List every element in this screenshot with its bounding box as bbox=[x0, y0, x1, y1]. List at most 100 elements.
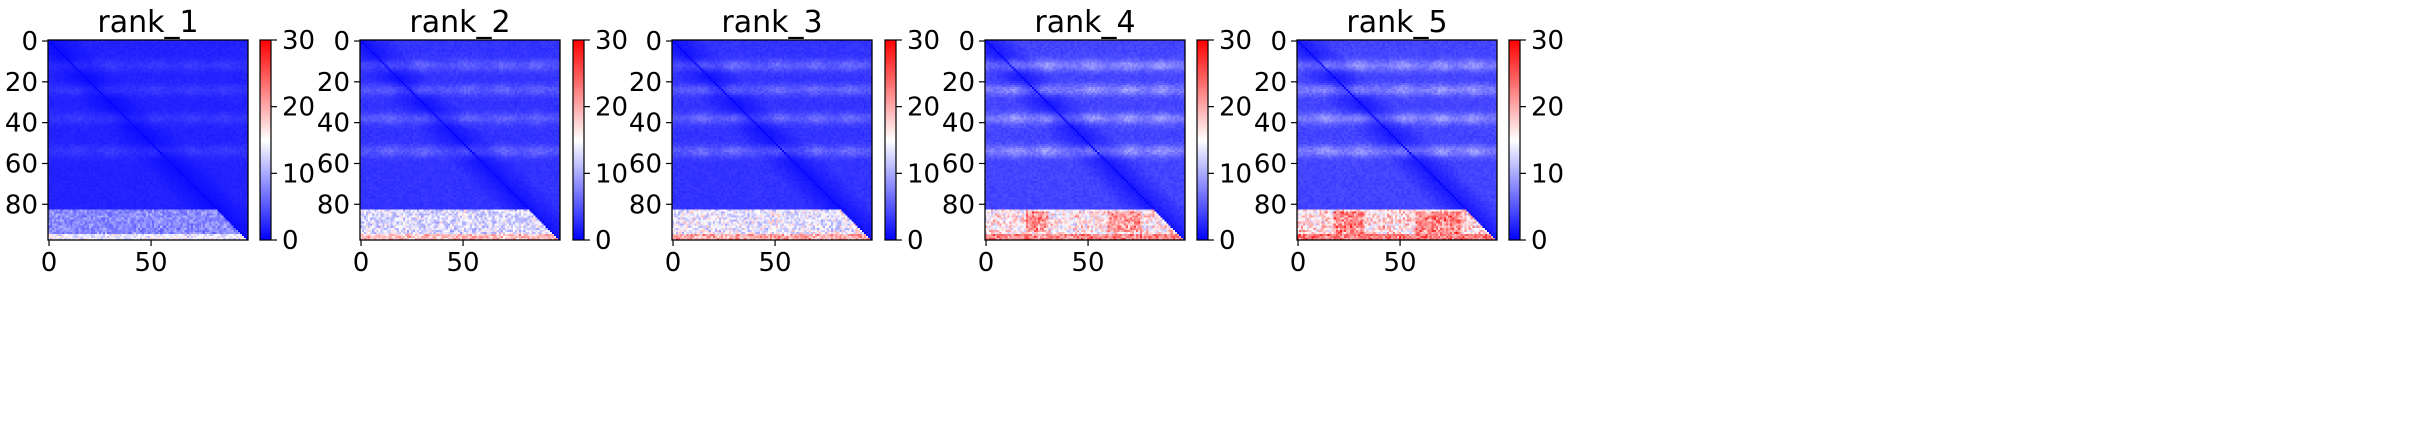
heatmap-cell bbox=[145, 50, 149, 53]
heatmap-cell bbox=[233, 44, 237, 47]
heatmap-cell bbox=[168, 50, 171, 53]
heatmap-cell bbox=[223, 54, 227, 57]
heatmap-cell bbox=[233, 62, 237, 65]
heatmap-cell bbox=[243, 68, 247, 72]
heatmap-cell bbox=[74, 52, 78, 55]
heatmap-cell bbox=[80, 62, 84, 65]
heatmap-cell bbox=[194, 66, 198, 70]
heatmap-cell bbox=[137, 46, 141, 49]
heatmap-cell bbox=[225, 46, 229, 49]
heatmap-cell bbox=[48, 68, 51, 72]
heatmap-cell bbox=[199, 62, 202, 65]
heatmap-cell bbox=[233, 54, 237, 57]
heatmap-cell bbox=[111, 68, 114, 72]
heatmap-cell bbox=[111, 70, 114, 74]
heatmap-cell bbox=[54, 62, 57, 65]
heatmap-cell bbox=[58, 54, 61, 57]
heatmap-cell bbox=[209, 42, 212, 45]
heatmap-cell bbox=[154, 70, 157, 74]
heatmap-cell bbox=[113, 54, 116, 57]
heatmap-cell bbox=[141, 54, 145, 57]
heatmap-cell bbox=[178, 48, 182, 51]
heatmap-cell bbox=[245, 62, 249, 65]
heatmap-cell bbox=[52, 66, 55, 70]
heatmap-cell bbox=[121, 40, 125, 43]
heatmap-cell bbox=[88, 66, 92, 70]
heatmap-cell bbox=[80, 66, 84, 70]
heatmap-cell bbox=[131, 62, 135, 65]
heatmap-cell bbox=[84, 44, 88, 47]
heatmap-cell bbox=[76, 64, 80, 68]
heatmap-cell bbox=[94, 52, 98, 55]
heatmap-cell bbox=[115, 64, 118, 68]
heatmap-cell bbox=[88, 54, 92, 57]
heatmap-cell bbox=[113, 58, 116, 61]
heatmap-cell bbox=[92, 54, 96, 57]
heatmap-cell bbox=[115, 60, 118, 63]
heatmap-cell bbox=[194, 48, 198, 51]
heatmap-cell bbox=[103, 52, 106, 55]
heatmap-cell bbox=[201, 66, 204, 70]
heatmap-cell bbox=[221, 54, 225, 57]
heatmap-cell bbox=[213, 62, 216, 65]
heatmap-cell bbox=[168, 62, 171, 65]
heatmap-cell bbox=[219, 68, 222, 72]
heatmap-cell bbox=[109, 52, 112, 55]
heatmap-cell bbox=[107, 52, 110, 55]
heatmap-cell bbox=[72, 48, 76, 51]
heatmap-cell bbox=[135, 54, 139, 57]
heatmap-cell bbox=[213, 66, 216, 70]
heatmap-cell bbox=[72, 54, 76, 57]
heatmap-cell bbox=[160, 68, 163, 72]
heatmap-cell bbox=[107, 58, 110, 61]
heatmap-cell bbox=[135, 68, 139, 72]
heatmap-cell bbox=[235, 60, 239, 63]
heatmap-cell bbox=[245, 58, 249, 61]
heatmap-cell bbox=[74, 50, 78, 53]
heatmap-cell bbox=[225, 56, 229, 59]
heatmap-cell bbox=[176, 44, 180, 47]
heatmap-cell bbox=[164, 60, 167, 63]
heatmap-cell bbox=[54, 54, 57, 57]
heatmap-cell bbox=[129, 54, 133, 57]
heatmap-cell bbox=[60, 58, 63, 61]
heatmap-cell bbox=[84, 66, 88, 70]
heatmap-cell bbox=[139, 50, 143, 53]
heatmap-cell bbox=[68, 66, 71, 70]
heatmap-cell bbox=[217, 56, 220, 59]
heatmap-cell bbox=[103, 50, 106, 53]
heatmap-cell bbox=[199, 60, 202, 63]
heatmap-cell bbox=[162, 46, 165, 49]
heatmap-cell bbox=[72, 70, 76, 74]
heatmap-cell bbox=[211, 64, 214, 68]
heatmap-cell bbox=[86, 46, 90, 49]
heatmap-cell bbox=[131, 68, 135, 72]
heatmap-cell bbox=[186, 56, 190, 59]
heatmap-cell bbox=[201, 44, 204, 47]
heatmap-cell bbox=[119, 50, 122, 53]
heatmap-cell bbox=[74, 64, 78, 68]
heatmap-cell bbox=[170, 40, 173, 43]
heatmap-cell bbox=[172, 48, 176, 51]
heatmap-cell bbox=[99, 40, 102, 43]
heatmap-cell bbox=[207, 62, 210, 65]
heatmap-cell bbox=[199, 44, 202, 47]
heatmap-cell bbox=[158, 42, 161, 45]
heatmap-cell bbox=[94, 56, 98, 59]
heatmap-cell bbox=[225, 64, 229, 68]
heatmap-cell bbox=[180, 52, 184, 55]
heatmap-cell bbox=[166, 52, 169, 55]
heatmap-cell bbox=[178, 62, 182, 65]
heatmap-cell bbox=[148, 44, 151, 47]
heatmap-cell bbox=[164, 66, 167, 70]
heatmap-cell bbox=[143, 48, 147, 51]
heatmap-cell bbox=[123, 62, 127, 65]
heatmap-cell bbox=[170, 44, 173, 47]
heatmap-cell bbox=[121, 50, 125, 53]
heatmap-cell bbox=[127, 62, 131, 65]
heatmap-cell bbox=[229, 42, 233, 45]
heatmap-cell bbox=[205, 56, 208, 59]
heatmap-cell bbox=[119, 54, 122, 57]
heatmap-cell bbox=[162, 54, 165, 57]
heatmap-cell bbox=[123, 56, 127, 59]
